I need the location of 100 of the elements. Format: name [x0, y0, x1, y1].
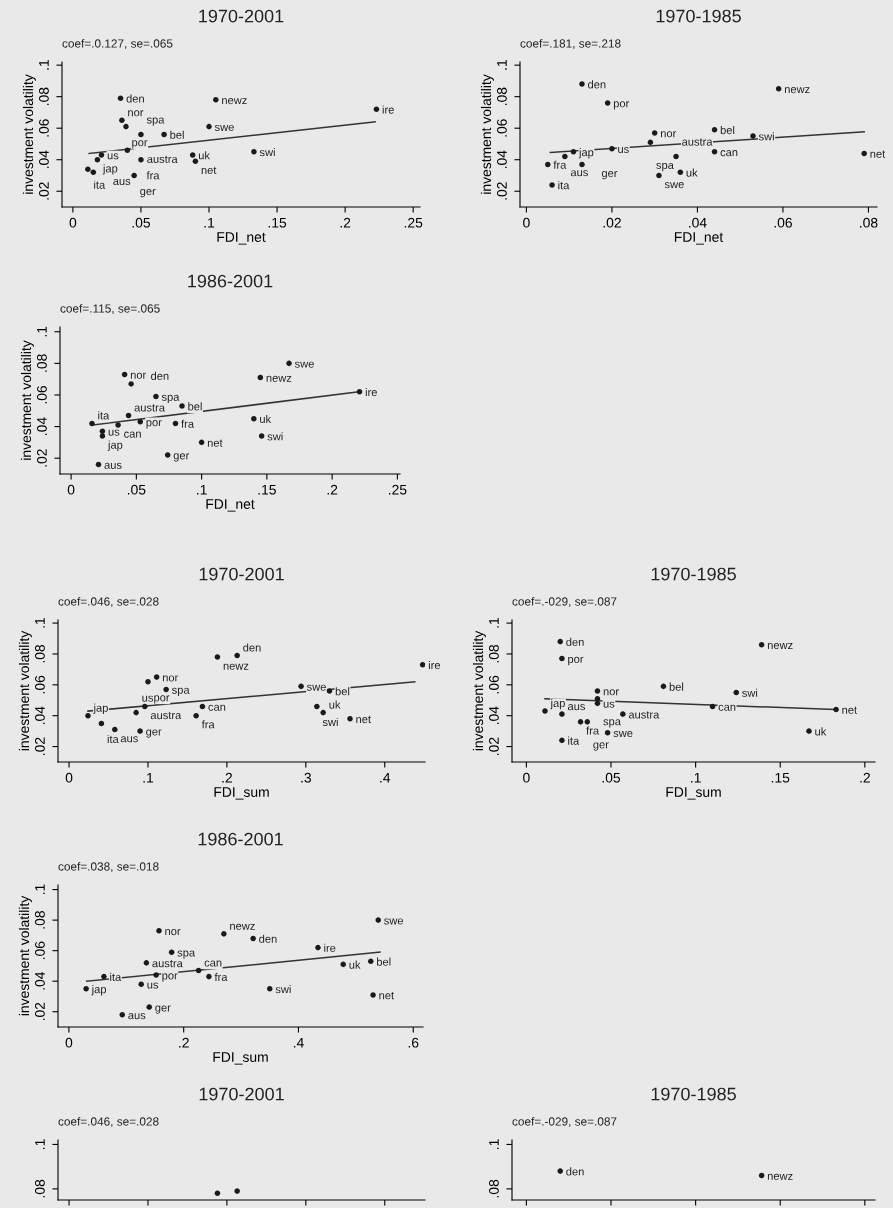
annotation: fra	[586, 726, 600, 735]
annotation: austra	[628, 711, 660, 719]
annotation: can	[124, 431, 141, 438]
annotation: austra	[147, 155, 178, 163]
annotation: spa	[656, 162, 674, 172]
y-tick-label: .08	[39, 87, 49, 106]
x-tick-label: .05	[602, 772, 621, 783]
y-tick-label: .1	[39, 60, 49, 70]
point	[673, 153, 679, 160]
annotation: ire	[324, 943, 336, 952]
point	[549, 182, 555, 188]
annotation: ire	[382, 105, 394, 114]
point	[375, 917, 382, 923]
chart-title: 1970-1985	[656, 9, 741, 23]
annotation: swi	[322, 717, 338, 727]
point	[340, 961, 347, 968]
point	[117, 95, 124, 102]
point	[620, 711, 626, 717]
point	[750, 133, 756, 139]
annotation: swi	[259, 148, 275, 157]
annotation: net	[870, 150, 886, 158]
annotation: den	[566, 637, 584, 646]
point	[368, 958, 374, 965]
annotation: net	[842, 706, 857, 714]
point	[198, 439, 205, 446]
point	[133, 709, 139, 716]
point	[559, 711, 565, 717]
point	[161, 131, 167, 138]
point	[124, 147, 131, 154]
text: coef=.-029, se=.087	[512, 597, 617, 608]
point	[775, 86, 782, 92]
y-tick-label: .08	[35, 1179, 45, 1198]
point	[164, 452, 171, 458]
x-tick-label: 0	[69, 217, 77, 228]
point	[604, 100, 611, 106]
y-axis-title: investment volatility	[20, 340, 34, 460]
annotation: por	[146, 420, 162, 429]
text: coef=.038, se=.018	[58, 862, 159, 873]
y-tick-label: .04	[35, 706, 45, 725]
y-tick-label: .1	[489, 1139, 499, 1149]
annotation: swe	[294, 361, 314, 368]
x-tick-label: .4	[380, 772, 391, 783]
point	[131, 172, 137, 179]
y-axis-title: investment volatility	[18, 895, 32, 1016]
point	[137, 419, 144, 425]
point	[99, 433, 106, 439]
text: coef=.046, se=.028	[58, 597, 159, 608]
y-tick-label: .02	[497, 182, 507, 200]
point	[221, 931, 227, 937]
annotation: spa	[177, 950, 196, 959]
annotation: bel	[720, 125, 735, 135]
point	[298, 683, 304, 690]
y-tick-label: .02	[35, 737, 45, 755]
point	[143, 960, 150, 966]
point	[145, 678, 151, 685]
point	[758, 641, 765, 648]
point	[85, 712, 91, 719]
point	[579, 81, 585, 87]
point	[370, 992, 376, 998]
point	[347, 716, 353, 722]
annotation: us	[147, 982, 159, 989]
x-tick-label: .1	[197, 484, 207, 495]
chart-title: 1970-1985	[651, 567, 736, 581]
annotation: newz	[222, 98, 247, 105]
y-tick-label: .02	[39, 182, 49, 200]
point	[833, 706, 839, 713]
chart-title: 1986-2001	[198, 832, 283, 846]
annotation: jap	[93, 703, 108, 714]
annotation: swe	[214, 124, 234, 131]
point	[562, 153, 568, 160]
annotation: swi	[275, 985, 291, 994]
annotation: uk	[198, 151, 210, 160]
point	[545, 161, 551, 168]
x-axis-title: FDI_sum	[214, 787, 269, 800]
y-tick-label: .08	[35, 644, 45, 663]
annotation: por	[162, 973, 178, 982]
annotation: ger	[593, 742, 609, 751]
point	[326, 688, 333, 694]
x-axis-title: FDI_sum	[666, 787, 721, 800]
annotation: ger	[155, 1005, 171, 1014]
point	[121, 371, 128, 378]
x-tick-label: .05	[132, 217, 151, 228]
annotation: ger	[146, 729, 162, 738]
y-tick-label: .04	[489, 706, 499, 725]
annotation: net	[379, 992, 394, 1000]
y-tick-label: .08	[497, 87, 507, 106]
y-tick-label: .1	[489, 617, 499, 628]
text: coef=.-029, se=.087	[512, 1117, 617, 1128]
text: coef=.181, se=.218	[520, 39, 621, 50]
x-tick-label: .04	[689, 217, 707, 228]
point	[163, 686, 169, 693]
annotation: can	[718, 704, 736, 711]
point	[98, 152, 105, 158]
point	[709, 703, 716, 710]
annotation: fra	[146, 171, 160, 180]
annotation: jap	[107, 440, 123, 451]
annotation: ita	[94, 180, 106, 189]
x-axis-title: FDI_net	[217, 232, 266, 245]
x-tick-label: .15	[771, 772, 790, 783]
x-tick-label: .02	[603, 217, 621, 228]
